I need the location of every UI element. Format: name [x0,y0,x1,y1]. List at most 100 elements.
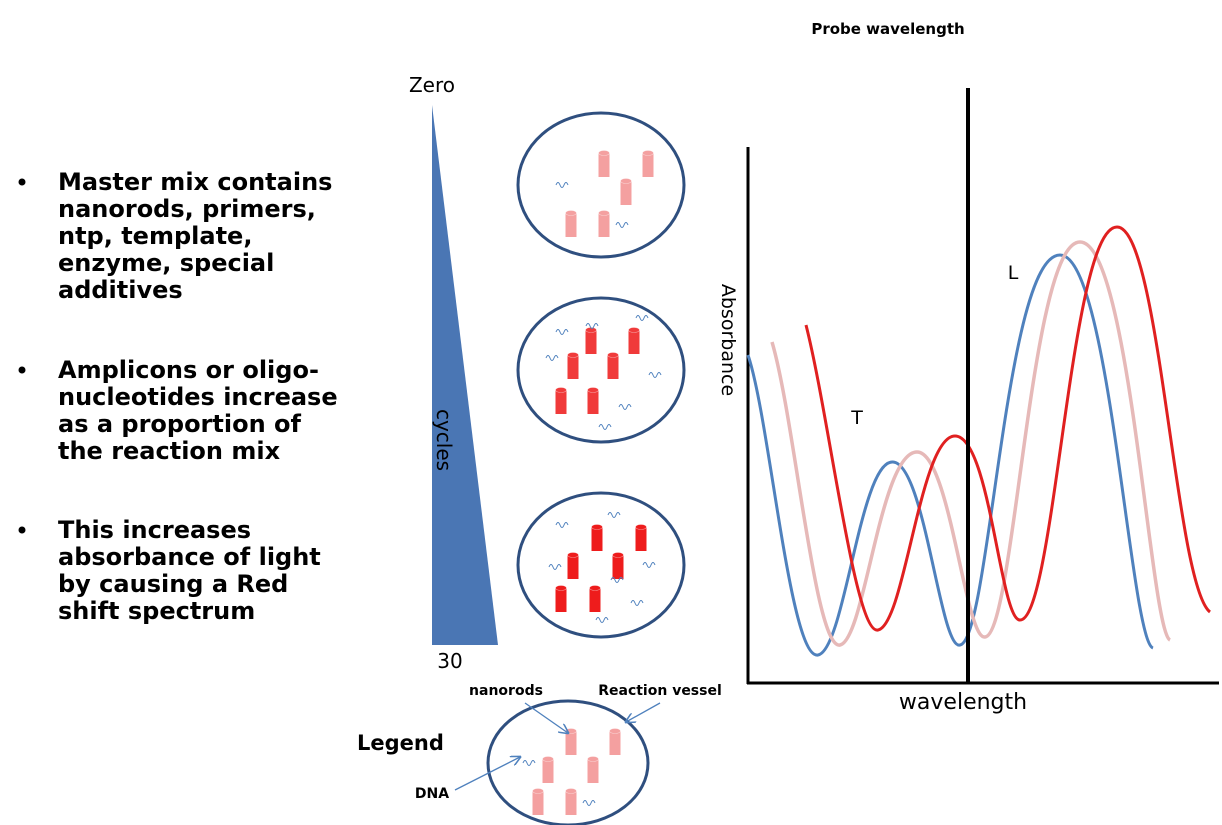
nanorod-top [542,756,554,762]
dna [610,577,624,583]
nanorod-top [565,210,577,216]
dna [545,355,559,361]
nanorod-top [598,210,610,216]
nanorod [585,330,597,354]
nanorod-top [567,352,579,358]
nanorod-top [628,327,640,333]
dna [630,600,644,606]
nanorod [609,731,621,755]
bullet-line: the reaction mix [58,437,281,465]
dna [642,562,656,568]
nanorod [628,330,640,354]
dna [582,800,596,806]
nanorod [587,390,599,414]
nanorod [635,527,647,551]
dna [555,182,569,188]
nanorod [542,759,554,783]
reaction-vessel [516,296,686,444]
arrow [454,757,520,791]
nanorod [555,390,567,414]
reaction-vessel [516,491,686,639]
nanorod [567,355,579,379]
nanorod [565,213,577,237]
dna [618,404,632,410]
nanorod [532,791,544,815]
cycles-label: cycles [432,409,456,471]
nanorod-top [589,585,601,591]
nanorod-top [598,150,610,156]
peak-l: L [1008,262,1019,284]
curve-blue [746,253,1155,657]
bullet-line: enzyme, special [58,249,274,277]
nanorod-top [587,756,599,762]
dna [635,315,649,321]
nanorod [589,588,601,612]
reaction-vessel [486,699,650,825]
bullet-line: as a proportion of [58,410,302,438]
bullet-line: nucleotides increase [58,383,338,411]
nanorod [642,153,654,177]
arrow [524,702,568,733]
nanorod-top [532,788,544,794]
vessels [486,111,686,825]
nanorod [598,153,610,177]
bullet-line: shift spectrum [58,597,255,625]
nanorod [587,759,599,783]
bullet-dot [18,526,26,534]
dna [555,329,569,335]
spectrum-title: Probe wavelength [811,20,964,38]
y-axis-label: Absorbance [717,284,739,396]
reaction-vessel [516,111,686,259]
peak-t: T [850,407,863,429]
bullet-line: by causing a Red [58,570,288,598]
dna [548,564,562,570]
curve-red [804,225,1212,632]
nanorod [607,355,619,379]
legend-dna: DNA [415,786,449,802]
nanorod [612,555,624,579]
nanorod-top [612,552,624,558]
cycles-triangle [432,105,498,645]
nanorod [565,791,577,815]
bullet-dot [18,366,26,374]
dna [648,372,662,378]
dna [522,760,536,766]
dna [585,323,599,329]
nanorod-top [555,387,567,393]
dna [607,512,621,518]
legend-vessel: Reaction vessel [598,683,722,699]
nanorod [598,213,610,237]
dna [598,424,612,430]
nanorod-top [587,387,599,393]
nanorod-top [635,524,647,530]
nanorod-top [555,585,567,591]
arrow [626,702,661,722]
cycles-top: Zero [409,73,455,97]
cycles-bottom: 30 [437,649,462,673]
curve-pink [770,240,1172,647]
dna [555,522,569,528]
nanorod-top [565,788,577,794]
legend-title: Legend [357,731,444,755]
nanorod-top [567,552,579,558]
bullet-line: nanorods, primers, [58,195,316,223]
nanorod [555,588,567,612]
legend-nanorods: nanorods [469,683,543,699]
bullet-line: ntp, template, [58,222,252,250]
bullet-line: This increases [58,516,251,544]
x-axis-label: wavelength [899,690,1027,715]
nanorod [565,731,577,755]
bullet-dot [18,178,26,186]
bullet-line: absorbance of light [58,543,321,571]
nanorod [567,555,579,579]
nanorod [591,527,603,551]
nanorod [620,181,632,205]
bullet-line: Amplicons or oligo- [58,356,319,384]
nanorod-top [607,352,619,358]
bullet-line: Master mix contains [58,168,332,196]
dna [615,222,629,228]
nanorod-top [620,178,632,184]
bullet-line: additives [58,276,183,304]
